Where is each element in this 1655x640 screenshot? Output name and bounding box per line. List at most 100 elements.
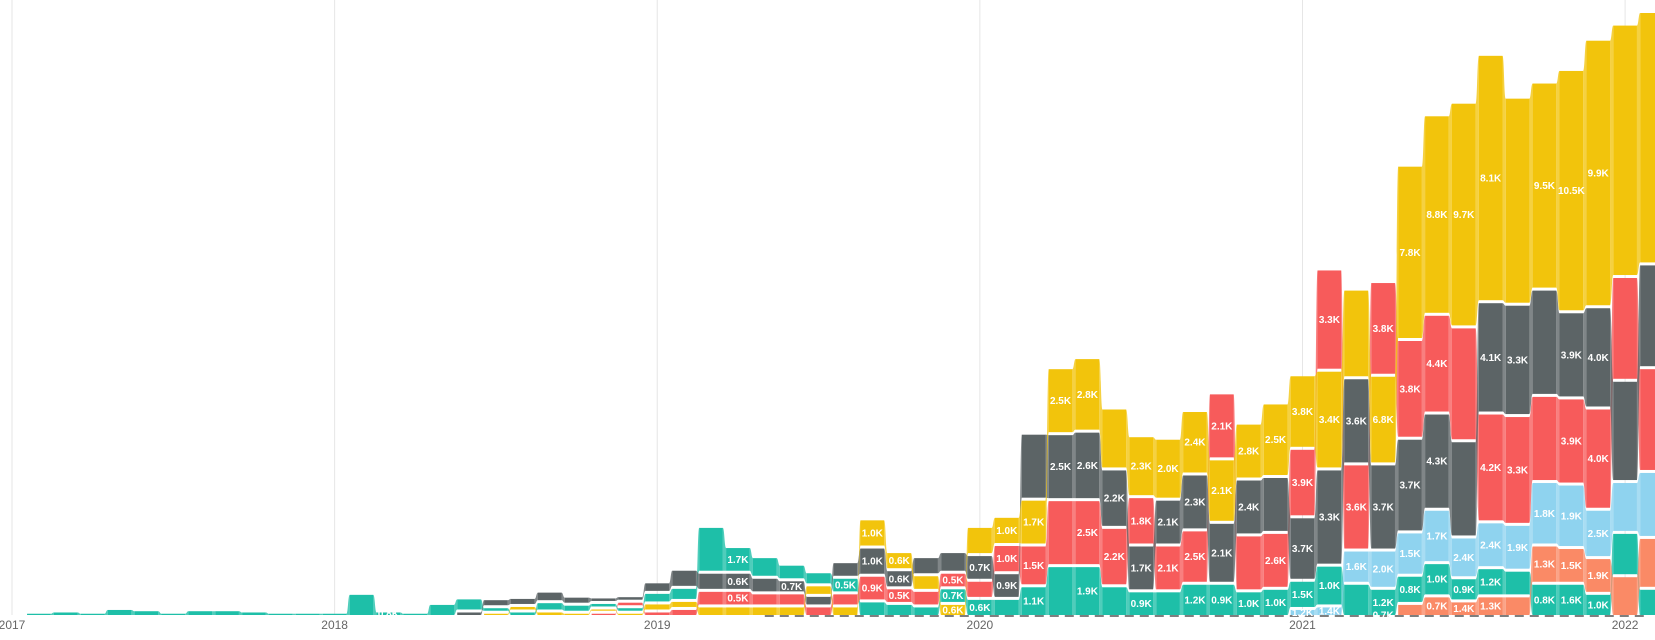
data-label: 1.8K: [1131, 516, 1153, 527]
data-label: 0.8K: [1534, 595, 1556, 606]
data-label: 1.5K: [1561, 561, 1583, 572]
band-yellow: [752, 607, 777, 615]
x-tick-label: 2019: [644, 618, 671, 632]
connector-yellow: [830, 586, 834, 615]
band-yellow: [672, 601, 696, 607]
connector-dark: [1072, 432, 1076, 499]
band-teal: [941, 589, 965, 602]
connector-dark: [1421, 414, 1426, 531]
band-dark: [1398, 439, 1422, 531]
connector-red: [937, 573, 942, 605]
band-dark: [1344, 379, 1369, 463]
data-label: 0.6K: [969, 603, 991, 614]
band-yellow: [968, 527, 992, 554]
connector-lightblue: [1368, 551, 1372, 587]
band-teal: [1532, 584, 1557, 615]
data-label: 2.2K: [1104, 552, 1126, 563]
band-lightblue: [1640, 472, 1655, 536]
connector-coral: [1421, 597, 1426, 615]
band-red: [941, 573, 965, 587]
band-teal: [537, 603, 562, 610]
band-red: [833, 594, 858, 605]
band-teal: [484, 608, 508, 611]
band-coral: [1451, 602, 1476, 615]
band-teal: [510, 612, 535, 615]
connector-red: [1018, 546, 1022, 585]
band-teal: [1317, 566, 1342, 605]
data-label: 3.3K: [1507, 465, 1529, 476]
connector-teal: [131, 609, 135, 615]
band-teal: [161, 613, 186, 615]
band-red: [1371, 283, 1395, 374]
connector-yellow: [1099, 359, 1103, 468]
connector-teal: [373, 594, 377, 615]
data-label: 1.6K: [1561, 595, 1583, 606]
band-lightblue: [1371, 551, 1395, 587]
connector-teal: [964, 589, 969, 615]
connector-yellow: [1583, 40, 1587, 311]
connector-red: [669, 609, 673, 615]
data-label: 4.3K: [1426, 457, 1448, 468]
data-label: 3.4K: [1319, 415, 1341, 426]
connector-red: [857, 576, 861, 605]
connector-teal: [884, 602, 888, 615]
band-teal: [1505, 571, 1530, 595]
connector-yellow: [1045, 369, 1049, 544]
band-teal: [27, 613, 51, 615]
band-yellow: [860, 520, 885, 546]
data-label: 7.8K: [1399, 248, 1421, 259]
data-label: 2.1K: [1211, 548, 1233, 559]
band-teal: [403, 613, 428, 615]
connector-red: [1260, 533, 1264, 590]
data-label: 1.3K: [1534, 560, 1556, 571]
connector-red: [1583, 399, 1587, 508]
band-dark: [645, 583, 670, 591]
connector-teal: [749, 548, 753, 576]
band-dark: [672, 570, 696, 586]
connector-teal: [346, 594, 350, 615]
band-dark: [1586, 308, 1611, 407]
data-label: 3.8K: [1292, 407, 1314, 418]
connector-teal: [212, 611, 216, 615]
band-teal: [672, 588, 696, 599]
connector-coral: [1636, 538, 1641, 615]
data-label: 2.8K: [1077, 390, 1099, 401]
band-teal: [994, 599, 1019, 615]
x-tick-label: 2018: [321, 618, 348, 632]
band-yellow: [564, 613, 589, 615]
data-labels: 0.8K 1.7K 0.6K 0.5K 0.7K 0.5K 1.0K 1.0K 0.9K 0.6K…: [378, 168, 1610, 621]
connector-dark: [669, 570, 673, 591]
data-label: 1.4K: [1319, 607, 1341, 618]
band-red: [1451, 328, 1476, 440]
connector-dark: [1394, 439, 1399, 549]
band-teal: [645, 593, 670, 602]
connector-teal: [534, 603, 538, 615]
connector-teal: [292, 613, 296, 615]
data-label: 2.6K: [1265, 556, 1287, 567]
band-red: [1344, 465, 1369, 549]
band-dark: [1156, 500, 1180, 544]
connector-teal: [1179, 584, 1184, 615]
connector-teal: [158, 611, 162, 615]
data-label: 1.9K: [1077, 587, 1099, 598]
data-label: 0.9K: [996, 581, 1018, 592]
data-label: 4.2K: [1480, 463, 1502, 474]
band-red: [1532, 396, 1557, 481]
data-label: 2.5K: [1050, 462, 1072, 473]
connector-yellow: [1421, 116, 1426, 338]
data-label: 2.4K: [1238, 502, 1260, 513]
x-tick-label: 2022: [1612, 618, 1639, 632]
connector-red: [615, 602, 619, 615]
data-label: 1.8K: [1534, 509, 1556, 520]
band-yellow: [1505, 98, 1530, 303]
connector-yellow: [1233, 424, 1237, 521]
band-lightblue: [1559, 485, 1584, 547]
data-label: 2.3K: [1131, 462, 1153, 473]
connector-dark: [1260, 477, 1264, 534]
data-label: 2.1K: [1211, 486, 1233, 497]
band-dark: [591, 598, 616, 601]
band-lightblue: [1398, 533, 1422, 574]
band-dark: [484, 600, 508, 606]
connector-red: [1045, 501, 1049, 585]
connector-yellow: [1475, 55, 1479, 326]
